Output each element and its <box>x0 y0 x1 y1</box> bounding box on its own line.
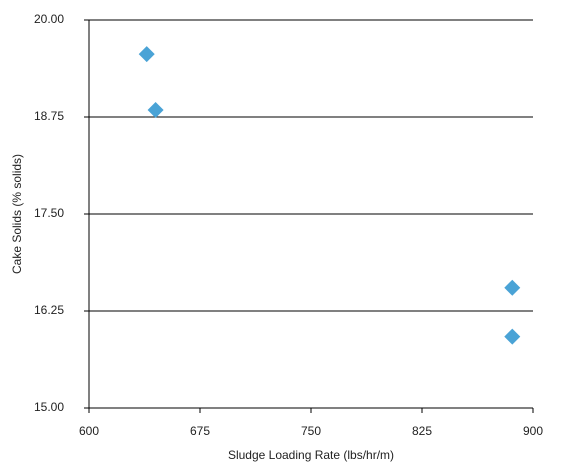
marker <box>138 46 155 63</box>
y-tick-label: 15.00 <box>34 400 64 414</box>
y-tick-label: 20.00 <box>34 12 64 26</box>
y-tick-label: 18.75 <box>34 109 64 123</box>
y-axis-title: Cake Solids (% solids) <box>10 154 24 274</box>
x-tick-label: 825 <box>412 424 432 438</box>
x-tick-label: 900 <box>523 424 543 438</box>
x-tick-label: 600 <box>79 424 99 438</box>
x-tick-label: 675 <box>190 424 210 438</box>
x-tick-label: 750 <box>301 424 321 438</box>
marker <box>504 328 521 345</box>
marker <box>504 279 521 296</box>
x-axis-title: Sludge Loading Rate (lbs/hr/m) <box>228 448 394 462</box>
y-tick-label: 17.50 <box>34 206 64 220</box>
y-tick-label: 16.25 <box>34 303 64 317</box>
marker <box>147 102 164 119</box>
